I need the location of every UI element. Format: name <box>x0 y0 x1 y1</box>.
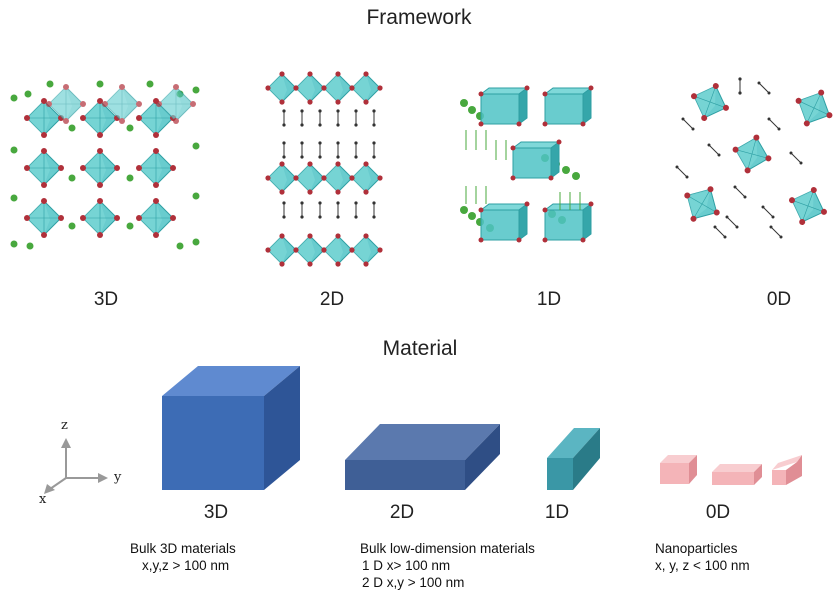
framework-1d-structure <box>460 85 594 243</box>
material-title: Material <box>382 337 458 360</box>
caption-bulk-3d-title: Bulk 3D materials <box>130 541 236 556</box>
framework-label-1d: 1D <box>536 289 562 310</box>
caption-bulk-3d-dims: x,y,z > 100 nm <box>142 558 230 573</box>
framework-label-3d: 3D <box>93 289 119 310</box>
material-label-0d: 0D <box>705 502 731 523</box>
material-label-3d: 3D <box>203 502 229 523</box>
caption-nano-title: Nanoparticles <box>655 541 738 556</box>
framework-label-0d: 0D <box>766 289 792 310</box>
caption-lowdim-1d: 1 D x> 100 nm <box>362 558 451 573</box>
material-label-1d: 1D <box>544 502 570 523</box>
axis-indicator <box>44 438 108 494</box>
caption-nanoparticles: Nanoparticles x, y, z < 100 nm <box>655 540 835 574</box>
framework-3d-structure <box>10 80 200 250</box>
material-label-2d: 2D <box>389 502 415 523</box>
axis-label-y: y <box>114 470 122 485</box>
framework-label-2d: 2D <box>319 289 345 310</box>
framework-title: Framework <box>366 6 472 29</box>
caption-bulk-3d: Bulk 3D materials x,y,z > 100 nm <box>130 540 330 574</box>
slab-2d-material <box>345 424 500 490</box>
axis-label-x: x <box>39 492 47 507</box>
axis-label-z: z <box>61 418 68 433</box>
rod-1d-material <box>547 428 600 490</box>
caption-lowdim-2d: 2 D x,y > 100 nm <box>362 575 465 590</box>
framework-2d-structure <box>264 70 384 268</box>
cube-3d-material <box>162 366 300 490</box>
nanoparticles-0d-material <box>660 455 802 485</box>
framework-0d-structure <box>674 75 838 239</box>
caption-lowdim-title: Bulk low-dimension materials <box>360 541 535 556</box>
caption-low-dimension: Bulk low-dimension materials 1 D x> 100 … <box>360 540 600 591</box>
caption-nano-dims: x, y, z < 100 nm <box>655 558 750 573</box>
